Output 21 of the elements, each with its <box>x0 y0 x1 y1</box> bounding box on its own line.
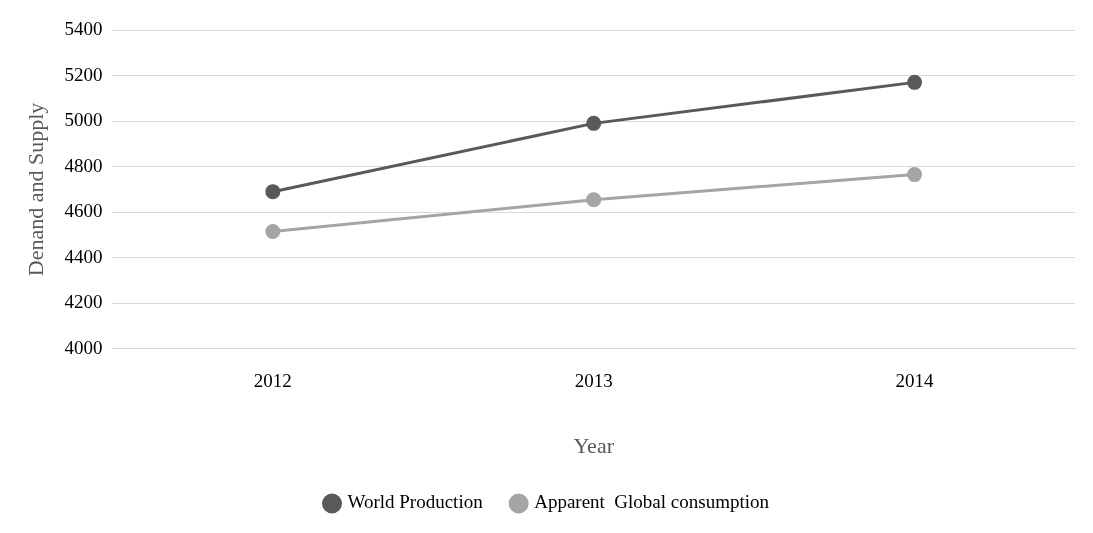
y-tick-label: 4000 <box>64 336 103 358</box>
point <box>907 74 923 90</box>
legend-label: Apparent Global consumption <box>534 491 770 513</box>
y-axis-title: Denand and Supply <box>22 102 48 277</box>
point <box>265 184 281 200</box>
point <box>586 192 602 208</box>
x-axis-title: Year <box>573 432 615 458</box>
y-tick-label: 5200 <box>64 63 103 85</box>
y-tick-label: 5400 <box>64 17 103 39</box>
x-tick-label: 2014 <box>895 370 935 392</box>
y-tick-label: 5000 <box>64 109 103 131</box>
point <box>265 224 281 240</box>
y-tick-label: 4600 <box>64 200 103 222</box>
y-tick-label: 4800 <box>64 154 103 176</box>
legend-label: World Production <box>347 491 484 513</box>
y-tick-label: 4400 <box>64 245 103 267</box>
x-tick-label: 2013 <box>574 370 613 392</box>
x-tick-label: 2012 <box>253 370 292 392</box>
point <box>586 115 602 131</box>
y-tick-label: 4200 <box>64 291 103 313</box>
point <box>907 167 923 183</box>
